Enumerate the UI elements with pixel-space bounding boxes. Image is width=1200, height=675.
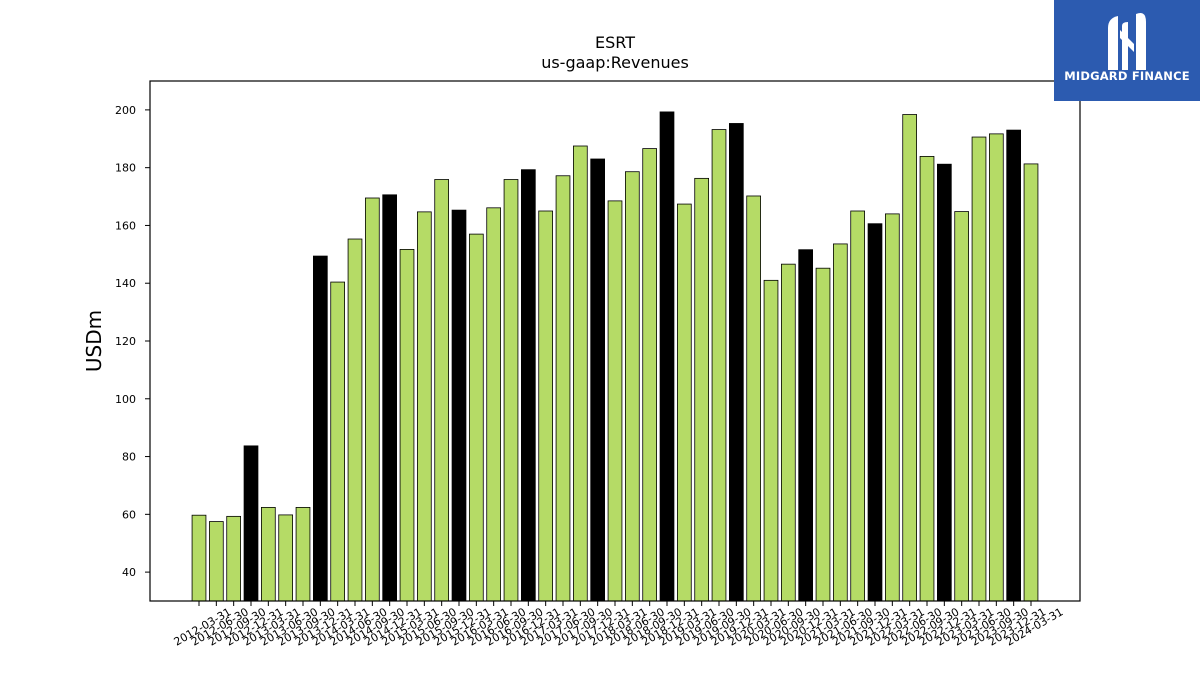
bar-2014-03-31 <box>330 281 346 602</box>
bar-2022-12-31 <box>937 163 952 602</box>
bar-2016-03-31 <box>468 233 484 602</box>
bar-2017-03-31 <box>538 210 553 602</box>
bar-2020-09-30 <box>781 263 796 602</box>
bar-2024-03-31 <box>1023 163 1039 602</box>
bar-2023-09-30 <box>989 133 1004 602</box>
plot-frame <box>149 80 1081 602</box>
chart-subtitle: us-gaap:Revenues <box>541 53 689 72</box>
bar-2023-12-31 <box>1006 129 1021 602</box>
bar-2014-09-30 <box>364 197 380 602</box>
y-axis-label: USDm <box>82 310 106 372</box>
bar-2014-06-30 <box>347 238 363 602</box>
bar-2020-03-31 <box>746 195 761 602</box>
bar-2016-09-30 <box>503 179 519 602</box>
bar-2021-09-30 <box>850 210 865 602</box>
bar-2022-06-30 <box>902 114 917 602</box>
bar-2012-12-31 <box>243 445 259 602</box>
bar-2023-06-30 <box>971 136 987 602</box>
bar-2015-09-30 <box>434 179 450 602</box>
bar-2015-06-30 <box>416 211 432 602</box>
bar-2013-03-31 <box>260 506 276 602</box>
bar-2019-12-31 <box>729 123 744 602</box>
bar-2022-09-30 <box>919 155 935 602</box>
y-tick-label-180: 180 <box>115 162 136 175</box>
bar-2017-09-30 <box>573 145 588 602</box>
bar-2017-06-30 <box>555 175 571 602</box>
chart-title: ESRT <box>595 33 635 52</box>
y-tick-label-200: 200 <box>115 104 136 117</box>
y-tick-label-120: 120 <box>115 335 136 348</box>
bar-2018-03-31 <box>607 200 623 602</box>
bar-2022-03-31 <box>885 213 900 602</box>
bar-2021-03-31 <box>815 267 831 602</box>
y-tick-label-40: 40 <box>122 566 136 579</box>
bar-2019-06-30 <box>694 177 709 602</box>
bar-2012-09-30 <box>226 515 241 602</box>
bar-2019-03-31 <box>677 203 692 602</box>
y-tick-label-60: 60 <box>122 508 136 521</box>
bar-2018-06-30 <box>625 171 640 602</box>
bar-2014-12-31 <box>382 194 398 602</box>
bar-2020-12-31 <box>798 249 813 602</box>
bar-2021-12-31 <box>867 223 883 602</box>
x-axis: 2012-03-312012-06-302012-09-302012-12-31… <box>172 601 1066 649</box>
y-tick-label-100: 100 <box>115 393 136 406</box>
brand-logo: MIDGARD FINANCE <box>1054 0 1200 101</box>
bar-2018-12-31 <box>659 111 675 602</box>
bar-2013-09-30 <box>295 506 311 602</box>
bar-2016-06-30 <box>486 207 502 602</box>
bar-2016-12-31 <box>521 169 536 602</box>
bar-2018-09-30 <box>642 148 657 602</box>
brand-name: MIDGARD FINANCE <box>1064 69 1190 83</box>
bar-2013-06-30 <box>278 514 294 602</box>
bar-2013-12-31 <box>312 255 328 602</box>
bar-2015-12-31 <box>451 209 467 602</box>
y-axis: 40 60 80 100 120 140 160 180 200 <box>115 104 150 579</box>
bar-2015-03-31 <box>399 249 415 602</box>
bar-2021-06-30 <box>833 243 848 602</box>
bar-2020-06-30 <box>763 279 779 602</box>
midgard-logo-icon <box>1108 13 1146 70</box>
y-tick-label-80: 80 <box>122 451 136 464</box>
bar-2017-12-31 <box>590 158 605 602</box>
bar-2012-06-30 <box>208 521 224 602</box>
y-tick-label-160: 160 <box>115 219 136 232</box>
bar-2023-03-31 <box>954 211 969 602</box>
y-tick-label-140: 140 <box>115 277 136 290</box>
bar-2012-03-31 <box>191 514 207 602</box>
bar-2019-09-30 <box>711 129 727 602</box>
bars-group <box>191 111 1039 602</box>
